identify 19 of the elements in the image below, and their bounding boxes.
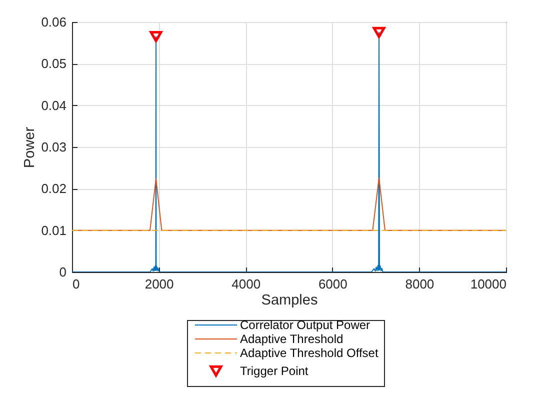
x-tick-label: 10000 (470, 276, 506, 292)
y-tick-label: 0 (59, 264, 66, 280)
legend-label: Adaptive Threshold (240, 332, 344, 346)
y-tick-label: 0.02 (41, 181, 66, 196)
x-tick-label: 6000 (318, 276, 348, 292)
x-tick-label: 4000 (232, 276, 261, 292)
y-tick-label: 0.04 (41, 98, 66, 113)
x-tick-label: 2000 (144, 276, 174, 292)
y-tick-label: 0.03 (41, 140, 66, 154)
legend-label: Trigger Point (240, 364, 309, 378)
y-tick-label: 0.01 (41, 222, 66, 238)
legend-label: Correlator Output Power (240, 318, 370, 332)
y-tick-label: 0.05 (41, 56, 66, 72)
y-tick-label: 0.06 (41, 14, 66, 30)
legend-label: Adaptive Threshold Offset (240, 346, 379, 360)
y-axis-title: Power (22, 126, 38, 168)
x-tick-label: 8000 (405, 276, 434, 292)
x-tick-label: 0 (72, 276, 80, 292)
x-axis-title: Samples (261, 292, 318, 308)
